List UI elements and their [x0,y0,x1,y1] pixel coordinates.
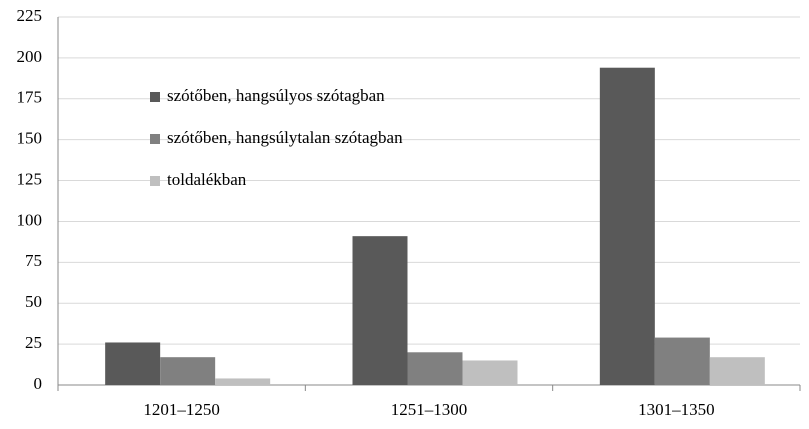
bar [105,342,161,385]
y-tick-label: 225 [17,6,43,25]
x-tick-label: 1301–1350 [638,400,715,419]
x-tick-label: 1251–1300 [391,400,468,419]
bar [599,67,655,386]
y-tick-label: 0 [34,374,43,393]
legend-swatch [150,92,160,102]
bar [654,337,710,385]
y-tick-label: 50 [25,292,42,311]
bar [160,357,216,385]
legend-label: szótőben, hangsúlyos szótagban [167,86,385,105]
bar [215,378,271,385]
y-tick-label: 125 [17,169,43,188]
y-tick-label: 200 [17,47,43,66]
bar [462,360,518,385]
x-tick-label: 1201–1250 [143,400,220,419]
bar [709,357,765,385]
y-tick-label: 75 [25,251,42,270]
y-tick-label: 100 [17,210,43,229]
legend-label: szótőben, hangsúlytalan szótagban [167,128,403,147]
y-tick-label: 175 [17,88,43,107]
legend-label: toldalékban [167,170,247,189]
y-tick-label: 25 [25,333,42,352]
bar [407,352,463,385]
legend-swatch [150,134,160,144]
bar [352,236,408,385]
legend-swatch [150,176,160,186]
y-tick-label: 150 [17,129,43,148]
